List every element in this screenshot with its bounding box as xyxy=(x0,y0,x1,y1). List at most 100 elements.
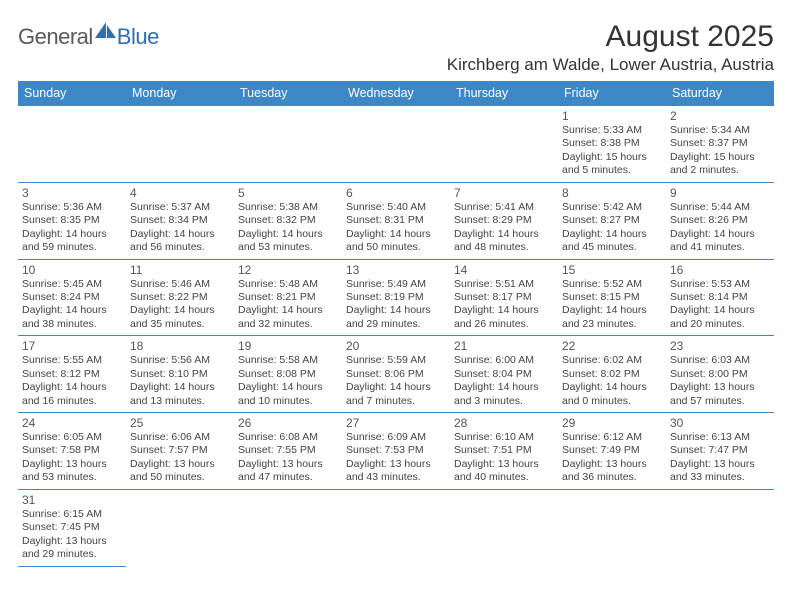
calendar-day-cell: 25Sunrise: 6:06 AMSunset: 7:57 PMDayligh… xyxy=(126,413,234,490)
sunrise-line: Sunrise: 5:42 AM xyxy=(562,201,662,214)
calendar-empty-cell xyxy=(342,106,450,183)
calendar-day-cell: 21Sunrise: 6:00 AMSunset: 8:04 PMDayligh… xyxy=(450,336,558,413)
calendar-week-row: 1Sunrise: 5:33 AMSunset: 8:38 PMDaylight… xyxy=(18,106,774,183)
sunset-line: Sunset: 7:53 PM xyxy=(346,444,446,457)
weekday-header: Wednesday xyxy=(342,81,450,106)
sunset-line: Sunset: 7:47 PM xyxy=(670,444,770,457)
sunset-line: Sunset: 8:04 PM xyxy=(454,368,554,381)
day-info: Sunrise: 6:10 AMSunset: 7:51 PMDaylight:… xyxy=(454,431,554,485)
calendar-day-cell: 18Sunrise: 5:56 AMSunset: 8:10 PMDayligh… xyxy=(126,336,234,413)
sunset-line: Sunset: 8:15 PM xyxy=(562,291,662,304)
daylight-line: Daylight: 14 hours and 32 minutes. xyxy=(238,304,338,331)
sunrise-line: Sunrise: 5:55 AM xyxy=(22,354,122,367)
day-number: 6 xyxy=(346,186,446,200)
day-info: Sunrise: 6:12 AMSunset: 7:49 PMDaylight:… xyxy=(562,431,662,485)
calendar-day-cell: 7Sunrise: 5:41 AMSunset: 8:29 PMDaylight… xyxy=(450,182,558,259)
calendar-day-cell: 5Sunrise: 5:38 AMSunset: 8:32 PMDaylight… xyxy=(234,182,342,259)
daylight-line: Daylight: 13 hours and 36 minutes. xyxy=(562,458,662,485)
day-info: Sunrise: 6:02 AMSunset: 8:02 PMDaylight:… xyxy=(562,354,662,408)
day-number: 7 xyxy=(454,186,554,200)
sunset-line: Sunset: 8:08 PM xyxy=(238,368,338,381)
sunset-line: Sunset: 8:37 PM xyxy=(670,137,770,150)
calendar-day-cell: 6Sunrise: 5:40 AMSunset: 8:31 PMDaylight… xyxy=(342,182,450,259)
daylight-line: Daylight: 14 hours and 35 minutes. xyxy=(130,304,230,331)
day-number: 25 xyxy=(130,416,230,430)
day-info: Sunrise: 5:44 AMSunset: 8:26 PMDaylight:… xyxy=(670,201,770,255)
sunrise-line: Sunrise: 5:36 AM xyxy=(22,201,122,214)
calendar-day-cell: 22Sunrise: 6:02 AMSunset: 8:02 PMDayligh… xyxy=(558,336,666,413)
day-number: 27 xyxy=(346,416,446,430)
sunrise-line: Sunrise: 5:44 AM xyxy=(670,201,770,214)
day-info: Sunrise: 5:53 AMSunset: 8:14 PMDaylight:… xyxy=(670,278,770,332)
calendar-day-cell: 27Sunrise: 6:09 AMSunset: 7:53 PMDayligh… xyxy=(342,413,450,490)
day-number: 3 xyxy=(22,186,122,200)
calendar-empty-cell xyxy=(126,106,234,183)
calendar-day-cell: 26Sunrise: 6:08 AMSunset: 7:55 PMDayligh… xyxy=(234,413,342,490)
sunrise-line: Sunrise: 5:51 AM xyxy=(454,278,554,291)
daylight-line: Daylight: 14 hours and 10 minutes. xyxy=(238,381,338,408)
sunset-line: Sunset: 8:26 PM xyxy=(670,214,770,227)
calendar-empty-cell xyxy=(450,106,558,183)
day-info: Sunrise: 5:34 AMSunset: 8:37 PMDaylight:… xyxy=(670,124,770,178)
calendar-day-cell: 15Sunrise: 5:52 AMSunset: 8:15 PMDayligh… xyxy=(558,259,666,336)
sunrise-line: Sunrise: 6:12 AM xyxy=(562,431,662,444)
calendar-day-cell: 9Sunrise: 5:44 AMSunset: 8:26 PMDaylight… xyxy=(666,182,774,259)
day-info: Sunrise: 5:49 AMSunset: 8:19 PMDaylight:… xyxy=(346,278,446,332)
day-info: Sunrise: 6:08 AMSunset: 7:55 PMDaylight:… xyxy=(238,431,338,485)
calendar-day-cell: 16Sunrise: 5:53 AMSunset: 8:14 PMDayligh… xyxy=(666,259,774,336)
calendar-week-row: 31Sunrise: 6:15 AMSunset: 7:45 PMDayligh… xyxy=(18,489,774,566)
sunset-line: Sunset: 7:45 PM xyxy=(22,521,122,534)
sunrise-line: Sunrise: 5:37 AM xyxy=(130,201,230,214)
day-number: 31 xyxy=(22,493,122,507)
sunset-line: Sunset: 8:31 PM xyxy=(346,214,446,227)
sunrise-line: Sunrise: 5:41 AM xyxy=(454,201,554,214)
calendar-day-cell: 8Sunrise: 5:42 AMSunset: 8:27 PMDaylight… xyxy=(558,182,666,259)
calendar-day-cell: 2Sunrise: 5:34 AMSunset: 8:37 PMDaylight… xyxy=(666,106,774,183)
sunrise-line: Sunrise: 5:56 AM xyxy=(130,354,230,367)
daylight-line: Daylight: 13 hours and 47 minutes. xyxy=(238,458,338,485)
daylight-line: Daylight: 15 hours and 5 minutes. xyxy=(562,151,662,178)
calendar-day-cell: 20Sunrise: 5:59 AMSunset: 8:06 PMDayligh… xyxy=(342,336,450,413)
day-info: Sunrise: 6:15 AMSunset: 7:45 PMDaylight:… xyxy=(22,508,122,562)
daylight-line: Daylight: 14 hours and 23 minutes. xyxy=(562,304,662,331)
sunrise-line: Sunrise: 5:38 AM xyxy=(238,201,338,214)
sunrise-line: Sunrise: 5:49 AM xyxy=(346,278,446,291)
calendar-table: SundayMondayTuesdayWednesdayThursdayFrid… xyxy=(18,81,774,567)
sunset-line: Sunset: 8:34 PM xyxy=(130,214,230,227)
calendar-day-cell: 13Sunrise: 5:49 AMSunset: 8:19 PMDayligh… xyxy=(342,259,450,336)
calendar-day-cell: 29Sunrise: 6:12 AMSunset: 7:49 PMDayligh… xyxy=(558,413,666,490)
day-number: 9 xyxy=(670,186,770,200)
location: Kirchberg am Walde, Lower Austria, Austr… xyxy=(447,55,774,75)
day-info: Sunrise: 5:46 AMSunset: 8:22 PMDaylight:… xyxy=(130,278,230,332)
day-number: 16 xyxy=(670,263,770,277)
sunrise-line: Sunrise: 6:10 AM xyxy=(454,431,554,444)
day-number: 24 xyxy=(22,416,122,430)
day-info: Sunrise: 5:58 AMSunset: 8:08 PMDaylight:… xyxy=(238,354,338,408)
weekday-header: Monday xyxy=(126,81,234,106)
daylight-line: Daylight: 14 hours and 29 minutes. xyxy=(346,304,446,331)
sunrise-line: Sunrise: 6:02 AM xyxy=(562,354,662,367)
day-info: Sunrise: 6:00 AMSunset: 8:04 PMDaylight:… xyxy=(454,354,554,408)
day-info: Sunrise: 5:51 AMSunset: 8:17 PMDaylight:… xyxy=(454,278,554,332)
sunrise-line: Sunrise: 5:46 AM xyxy=(130,278,230,291)
day-info: Sunrise: 5:59 AMSunset: 8:06 PMDaylight:… xyxy=(346,354,446,408)
calendar-empty-cell xyxy=(18,106,126,183)
daylight-line: Daylight: 13 hours and 33 minutes. xyxy=(670,458,770,485)
daylight-line: Daylight: 14 hours and 50 minutes. xyxy=(346,228,446,255)
sunrise-line: Sunrise: 6:09 AM xyxy=(346,431,446,444)
sunrise-line: Sunrise: 5:58 AM xyxy=(238,354,338,367)
day-number: 21 xyxy=(454,339,554,353)
sunrise-line: Sunrise: 5:40 AM xyxy=(346,201,446,214)
daylight-line: Daylight: 13 hours and 43 minutes. xyxy=(346,458,446,485)
sunset-line: Sunset: 8:10 PM xyxy=(130,368,230,381)
calendar-week-row: 10Sunrise: 5:45 AMSunset: 8:24 PMDayligh… xyxy=(18,259,774,336)
day-number: 28 xyxy=(454,416,554,430)
sunset-line: Sunset: 8:24 PM xyxy=(22,291,122,304)
calendar-day-cell: 11Sunrise: 5:46 AMSunset: 8:22 PMDayligh… xyxy=(126,259,234,336)
sunrise-line: Sunrise: 6:00 AM xyxy=(454,354,554,367)
logo-text-blue: Blue xyxy=(117,24,159,50)
day-info: Sunrise: 6:09 AMSunset: 7:53 PMDaylight:… xyxy=(346,431,446,485)
daylight-line: Daylight: 14 hours and 13 minutes. xyxy=(130,381,230,408)
calendar-day-cell: 4Sunrise: 5:37 AMSunset: 8:34 PMDaylight… xyxy=(126,182,234,259)
daylight-line: Daylight: 14 hours and 16 minutes. xyxy=(22,381,122,408)
